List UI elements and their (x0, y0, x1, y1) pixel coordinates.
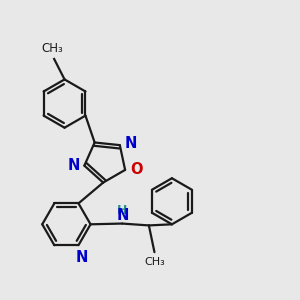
Text: H: H (117, 204, 128, 217)
Text: N: N (125, 136, 137, 151)
Text: N: N (75, 250, 88, 266)
Text: N: N (116, 208, 129, 223)
Text: CH₃: CH₃ (41, 42, 63, 55)
Text: O: O (130, 162, 142, 177)
Text: CH₃: CH₃ (144, 256, 165, 267)
Text: N: N (67, 158, 80, 173)
